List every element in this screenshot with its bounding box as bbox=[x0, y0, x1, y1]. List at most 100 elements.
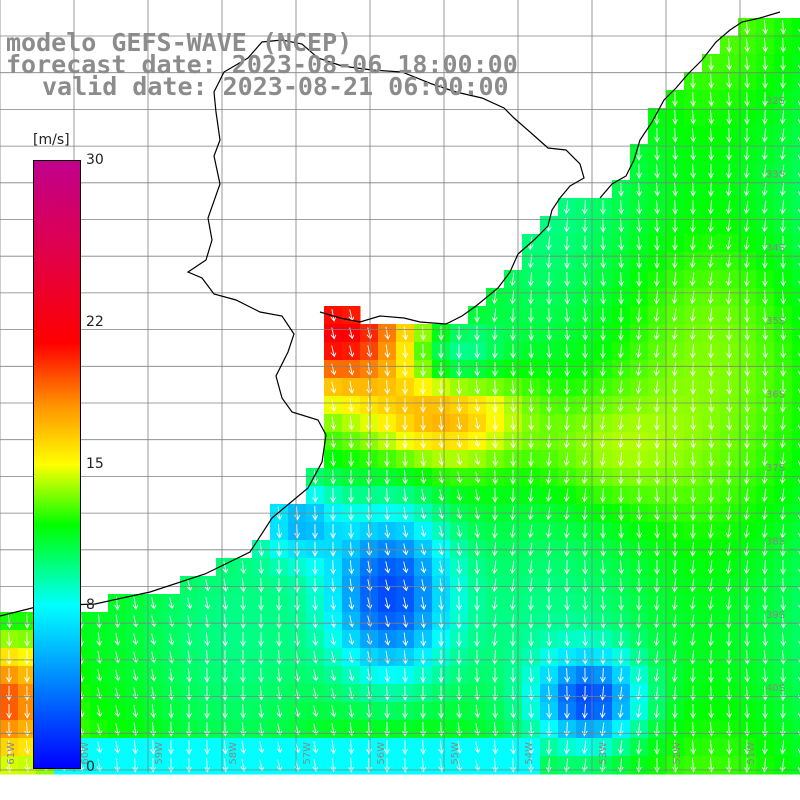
wind-arrow bbox=[114, 632, 121, 646]
wind-arrow bbox=[438, 452, 445, 467]
wind-arrow bbox=[617, 668, 624, 683]
wind-arrow bbox=[636, 272, 642, 287]
wind-arrow bbox=[761, 200, 768, 215]
wind-arrow bbox=[672, 218, 678, 233]
wind-arrow bbox=[671, 650, 678, 665]
wind-arrow bbox=[689, 542, 696, 557]
wind-arrow bbox=[743, 236, 750, 251]
wind-arrow bbox=[599, 452, 606, 467]
wind-arrow bbox=[348, 596, 355, 610]
lat-lon-grid bbox=[0, 0, 800, 772]
wind-arrow bbox=[797, 118, 800, 125]
wind-arrow bbox=[617, 758, 624, 773]
wind-arrow bbox=[546, 650, 553, 665]
wind-arrow bbox=[132, 615, 139, 628]
wind-arrow bbox=[762, 632, 769, 647]
wind-arrow bbox=[527, 560, 534, 575]
latitude-label: 37S bbox=[766, 463, 785, 474]
wind-arrow bbox=[564, 380, 570, 395]
wind-arrow bbox=[599, 758, 606, 773]
wind-arrow bbox=[330, 705, 337, 718]
wind-arrow bbox=[653, 398, 660, 413]
wind-arrow bbox=[743, 560, 750, 575]
wind-arrow bbox=[240, 596, 247, 611]
wind-arrow bbox=[654, 200, 661, 215]
wind-arrow bbox=[384, 344, 391, 359]
wind-arrow bbox=[689, 578, 696, 593]
wind-arrow bbox=[797, 190, 800, 196]
wind-arrow bbox=[582, 614, 589, 629]
wind-arrow bbox=[617, 416, 624, 431]
wind-arrow bbox=[761, 128, 768, 143]
wind-arrow bbox=[581, 200, 588, 215]
wind-arrow bbox=[708, 740, 715, 755]
wind-arrow bbox=[689, 236, 696, 251]
wind-arrow bbox=[581, 488, 588, 503]
wind-arrow bbox=[438, 471, 445, 484]
wind-arrow bbox=[546, 614, 552, 629]
wind-arrow bbox=[654, 470, 661, 485]
wind-arrow bbox=[510, 326, 516, 341]
wind-arrow bbox=[132, 633, 139, 646]
wind-arrow bbox=[635, 704, 642, 719]
wind-arrow bbox=[726, 362, 733, 377]
wind-arrow bbox=[564, 650, 571, 665]
wind-arrow bbox=[654, 218, 661, 233]
wind-arrow bbox=[690, 452, 697, 467]
wind-arrow bbox=[258, 650, 264, 665]
wind-arrow bbox=[456, 471, 463, 484]
wind-arrow bbox=[689, 596, 696, 611]
wind-speed-cell bbox=[792, 36, 800, 55]
wind-arrow bbox=[707, 218, 714, 233]
wind-arrow bbox=[672, 182, 679, 197]
wind-arrow bbox=[726, 164, 732, 179]
wind-arrow bbox=[240, 560, 247, 575]
wind-arrow bbox=[708, 758, 715, 773]
wind-arrow bbox=[798, 226, 800, 232]
wind-arrow bbox=[456, 631, 462, 647]
wind-arrow bbox=[653, 668, 660, 683]
wind-arrow bbox=[402, 434, 408, 449]
wind-arrow bbox=[708, 344, 714, 359]
wind-arrow bbox=[654, 416, 660, 431]
wind-arrow bbox=[797, 442, 800, 449]
wind-arrow bbox=[582, 344, 588, 359]
wind-arrow bbox=[779, 452, 786, 467]
wind-arrow bbox=[671, 596, 678, 611]
wind-arrow bbox=[762, 74, 768, 89]
wind-arrow bbox=[797, 478, 800, 485]
wind-arrow bbox=[168, 739, 174, 755]
wind-arrow bbox=[222, 596, 229, 611]
wind-arrow bbox=[725, 596, 732, 611]
wind-arrow bbox=[420, 668, 426, 683]
wind-arrow bbox=[618, 596, 624, 611]
wind-arrow bbox=[636, 236, 643, 251]
wind-arrow bbox=[690, 704, 696, 719]
wind-speed-cell bbox=[792, 612, 800, 631]
wind-arrow bbox=[564, 308, 571, 323]
wind-arrow bbox=[654, 578, 660, 593]
wind-arrow bbox=[204, 650, 211, 665]
wind-arrow bbox=[708, 398, 715, 413]
wind-arrow bbox=[743, 488, 750, 503]
wind-arrow bbox=[744, 74, 751, 89]
wind-arrow bbox=[528, 416, 535, 431]
wind-speed-cell bbox=[792, 252, 800, 271]
wind-arrow bbox=[348, 398, 355, 413]
wind-arrow bbox=[114, 758, 121, 773]
wind-arrow bbox=[617, 344, 624, 359]
wind-arrow bbox=[672, 541, 678, 557]
wind-arrow bbox=[312, 723, 319, 736]
wind-arrow bbox=[312, 669, 319, 682]
wind-arrow bbox=[636, 542, 643, 557]
wind-arrow bbox=[420, 344, 426, 359]
wind-arrow bbox=[600, 649, 606, 665]
wind-arrow bbox=[510, 434, 517, 449]
wind-arrow bbox=[653, 614, 660, 629]
wind-arrow bbox=[366, 469, 372, 485]
longitude-label: 55W bbox=[450, 742, 461, 765]
wind-arrow bbox=[779, 488, 786, 503]
wind-arrow bbox=[708, 164, 714, 179]
wind-arrow bbox=[384, 650, 391, 665]
wind-arrow bbox=[600, 308, 607, 323]
